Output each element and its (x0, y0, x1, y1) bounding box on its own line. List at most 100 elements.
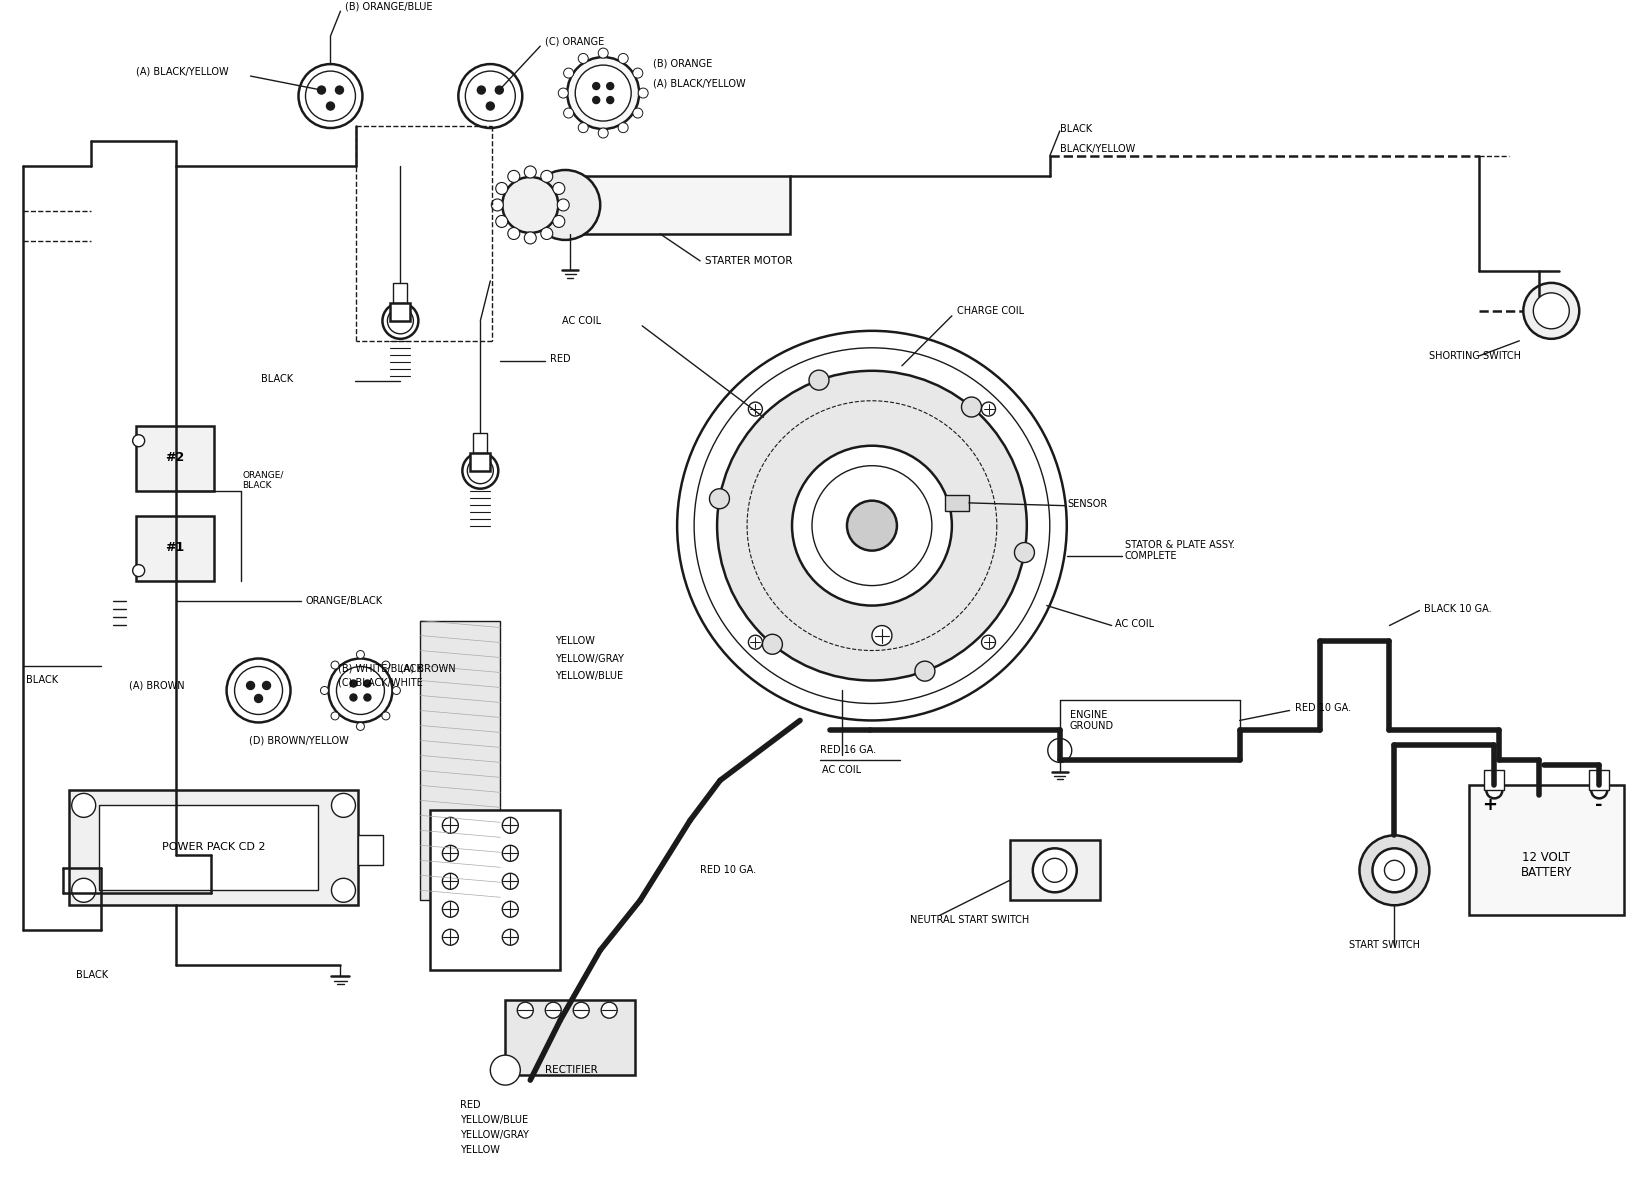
Text: (A) BROWN: (A) BROWN (128, 681, 184, 690)
Circle shape (1043, 858, 1067, 882)
Text: BLACK 10 GA.: BLACK 10 GA. (1424, 603, 1493, 614)
Circle shape (1534, 293, 1570, 328)
Text: (B) ORANGE: (B) ORANGE (654, 58, 713, 68)
Text: (A) BLACK/YELLOW: (A) BLACK/YELLOW (136, 67, 228, 76)
Text: ENGINE
GROUND: ENGINE GROUND (1069, 709, 1113, 731)
Text: START SWITCH: START SWITCH (1350, 940, 1420, 951)
Circle shape (458, 64, 522, 129)
Circle shape (517, 1002, 534, 1019)
Text: +: + (1481, 796, 1498, 814)
Circle shape (502, 177, 558, 233)
Circle shape (72, 878, 95, 902)
Circle shape (524, 232, 537, 244)
Circle shape (465, 71, 516, 121)
Circle shape (227, 658, 291, 722)
Circle shape (442, 901, 458, 917)
Text: AC COIL: AC COIL (823, 765, 860, 776)
Text: STATOR & PLATE ASSY.
COMPLETE: STATOR & PLATE ASSY. COMPLETE (1125, 540, 1235, 562)
Bar (1470, 785, 1624, 915)
Circle shape (507, 170, 521, 182)
Text: (C) BLACK/WHITE: (C) BLACK/WHITE (338, 677, 424, 688)
Circle shape (524, 165, 537, 178)
Circle shape (335, 86, 343, 94)
Text: (D) BROWN/YELLOW: (D) BROWN/YELLOW (248, 735, 348, 745)
Text: NEUTRAL START SWITCH: NEUTRAL START SWITCH (910, 915, 1030, 926)
Bar (944, 495, 969, 511)
Circle shape (491, 199, 504, 211)
Circle shape (709, 489, 729, 509)
Circle shape (606, 96, 614, 104)
Circle shape (1524, 283, 1580, 339)
Circle shape (593, 82, 599, 89)
Circle shape (558, 88, 568, 98)
Bar (1010, 840, 1100, 901)
Circle shape (563, 108, 573, 118)
Circle shape (320, 687, 328, 695)
Text: (B) WHITE/BLACK: (B) WHITE/BLACK (338, 664, 424, 674)
Circle shape (468, 458, 493, 483)
Circle shape (350, 679, 356, 687)
Text: ORANGE/BLACK: ORANGE/BLACK (305, 595, 383, 606)
Circle shape (639, 88, 649, 98)
Circle shape (332, 662, 338, 669)
Circle shape (383, 303, 419, 339)
Circle shape (1048, 739, 1072, 763)
Circle shape (72, 794, 95, 818)
Circle shape (632, 68, 642, 79)
Bar (69, 790, 358, 906)
Circle shape (337, 666, 384, 714)
Circle shape (263, 682, 271, 689)
Bar (394, 283, 407, 303)
Circle shape (442, 929, 458, 945)
Bar (136, 515, 213, 581)
Circle shape (540, 227, 553, 239)
Text: RED: RED (550, 353, 571, 364)
Text: ORANGE/
BLACK: ORANGE/ BLACK (243, 471, 284, 490)
Text: SENSOR: SENSOR (1067, 499, 1108, 508)
Text: AC COIL: AC COIL (562, 315, 601, 326)
Text: POWER PACK CD 2: POWER PACK CD 2 (163, 843, 266, 852)
Bar (565, 176, 790, 234)
Circle shape (442, 818, 458, 833)
Circle shape (365, 694, 371, 701)
Circle shape (328, 658, 392, 722)
Circle shape (463, 452, 498, 489)
Circle shape (332, 712, 338, 720)
Circle shape (1360, 835, 1430, 906)
Circle shape (442, 873, 458, 889)
Circle shape (982, 635, 995, 650)
Circle shape (606, 82, 614, 89)
Circle shape (601, 1002, 617, 1019)
Bar (391, 303, 410, 321)
Circle shape (502, 873, 519, 889)
Circle shape (1033, 848, 1077, 892)
Circle shape (566, 57, 639, 129)
Text: BLACK: BLACK (261, 374, 292, 384)
Text: YELLOW/BLUE: YELLOW/BLUE (460, 1115, 529, 1125)
Circle shape (545, 1002, 562, 1019)
Bar (430, 810, 560, 970)
Circle shape (327, 102, 335, 109)
Text: BLACK: BLACK (26, 676, 57, 685)
Text: SHORTING SWITCH: SHORTING SWITCH (1430, 351, 1522, 361)
Text: (A) BLACK/YELLOW: (A) BLACK/YELLOW (654, 79, 745, 88)
Circle shape (677, 331, 1067, 720)
Circle shape (235, 666, 282, 714)
Circle shape (133, 434, 144, 446)
Text: RED: RED (460, 1100, 481, 1110)
Text: CHARGE COIL: CHARGE COIL (957, 306, 1025, 315)
Circle shape (749, 635, 762, 650)
Circle shape (317, 86, 325, 94)
Circle shape (491, 1056, 521, 1085)
Circle shape (563, 68, 573, 79)
Circle shape (502, 845, 519, 862)
Circle shape (332, 794, 355, 818)
Text: (C) ORANGE: (C) ORANGE (545, 36, 604, 46)
Circle shape (502, 818, 519, 833)
Text: (B) ORANGE/BLUE: (B) ORANGE/BLUE (345, 1, 433, 11)
Circle shape (813, 465, 933, 585)
Bar (136, 426, 213, 490)
Circle shape (1015, 543, 1034, 563)
Circle shape (365, 679, 371, 687)
Circle shape (695, 347, 1049, 703)
